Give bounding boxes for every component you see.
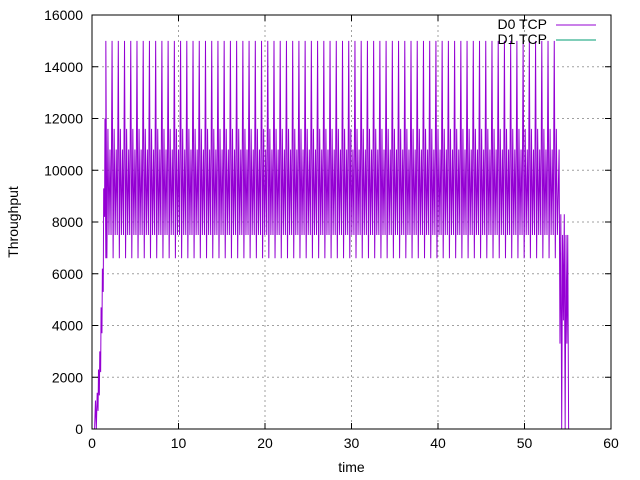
y-tick-label: 14000	[44, 59, 83, 75]
y-tick-label: 6000	[52, 266, 83, 282]
x-tick-label: 40	[430, 435, 446, 451]
series-line-0	[94, 40, 570, 430]
x-tick-label: 0	[88, 435, 96, 451]
y-tick-label: 16000	[44, 7, 83, 23]
y-tick-label: 0	[75, 421, 83, 437]
x-tick-label: 20	[257, 435, 273, 451]
y-axis-title: Throughput	[5, 186, 21, 258]
x-axis-title: time	[338, 459, 365, 475]
x-tick-label: 60	[603, 435, 619, 451]
x-tick-label: 10	[171, 435, 187, 451]
series-layer	[94, 40, 570, 430]
y-tick-label: 4000	[52, 318, 83, 334]
legend-label: D1 TCP	[497, 31, 547, 47]
y-tick-label: 10000	[44, 162, 83, 178]
y-tick-label: 8000	[52, 214, 83, 230]
x-tick-label: 30	[344, 435, 360, 451]
axis-ticks: 0 10 20 30 40 50 60 0 2000 4000 6000 8000 10000 12000…	[44, 7, 619, 451]
y-tick-label: 2000	[52, 369, 83, 385]
legend-label: D0 TCP	[497, 16, 547, 32]
y-tick-label: 12000	[44, 111, 83, 127]
x-tick-label: 50	[517, 435, 533, 451]
